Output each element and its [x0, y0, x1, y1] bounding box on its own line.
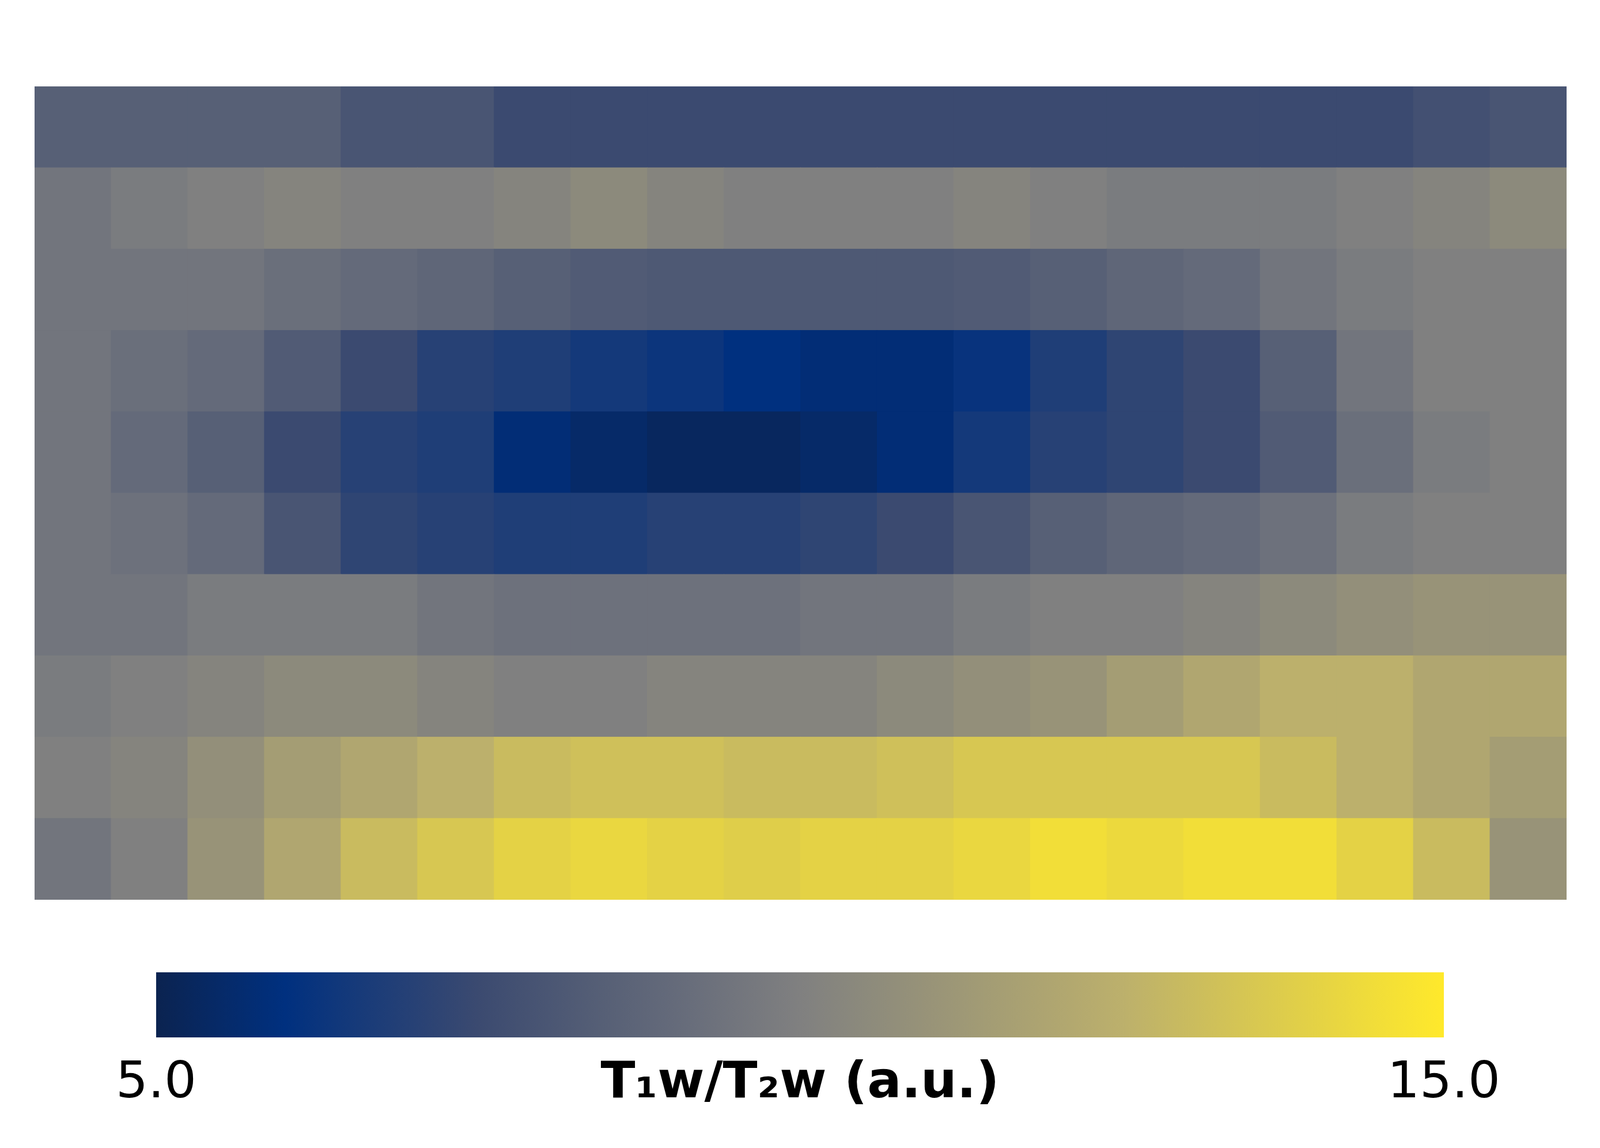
- svg-text:5.0: 5.0: [115, 1050, 197, 1110]
- svg-text:15.0: 15.0: [1387, 1050, 1501, 1110]
- svg-text:T₁w/T₂w (a.u.): T₁w/T₂w (a.u.): [600, 1050, 1000, 1110]
